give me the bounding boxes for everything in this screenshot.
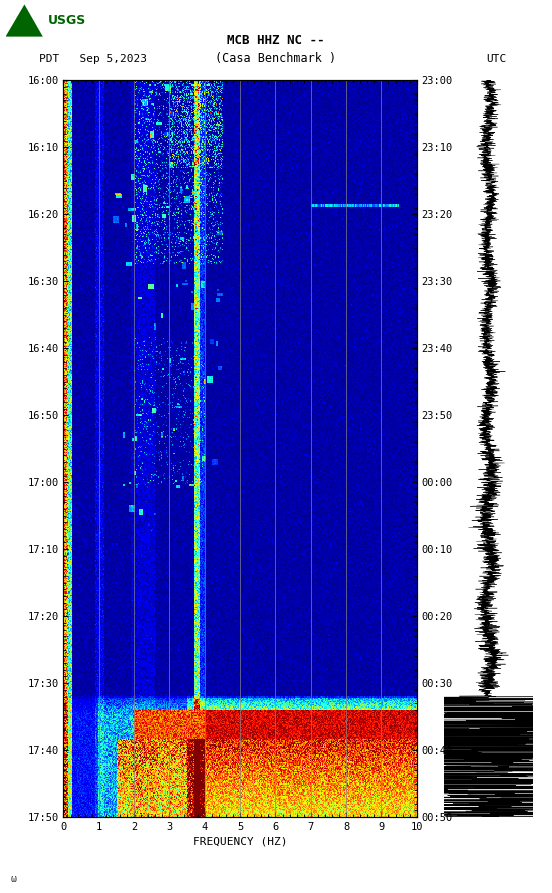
Text: UTC: UTC <box>486 54 506 64</box>
Polygon shape <box>6 4 43 37</box>
Text: PDT   Sep 5,2023: PDT Sep 5,2023 <box>39 54 147 64</box>
Text: (Casa Benchmark ): (Casa Benchmark ) <box>215 53 337 65</box>
Text: MCB HHZ NC --: MCB HHZ NC -- <box>227 34 325 46</box>
Text: USGS: USGS <box>47 14 86 27</box>
X-axis label: FREQUENCY (HZ): FREQUENCY (HZ) <box>193 836 288 847</box>
Text: ω: ω <box>11 874 17 884</box>
